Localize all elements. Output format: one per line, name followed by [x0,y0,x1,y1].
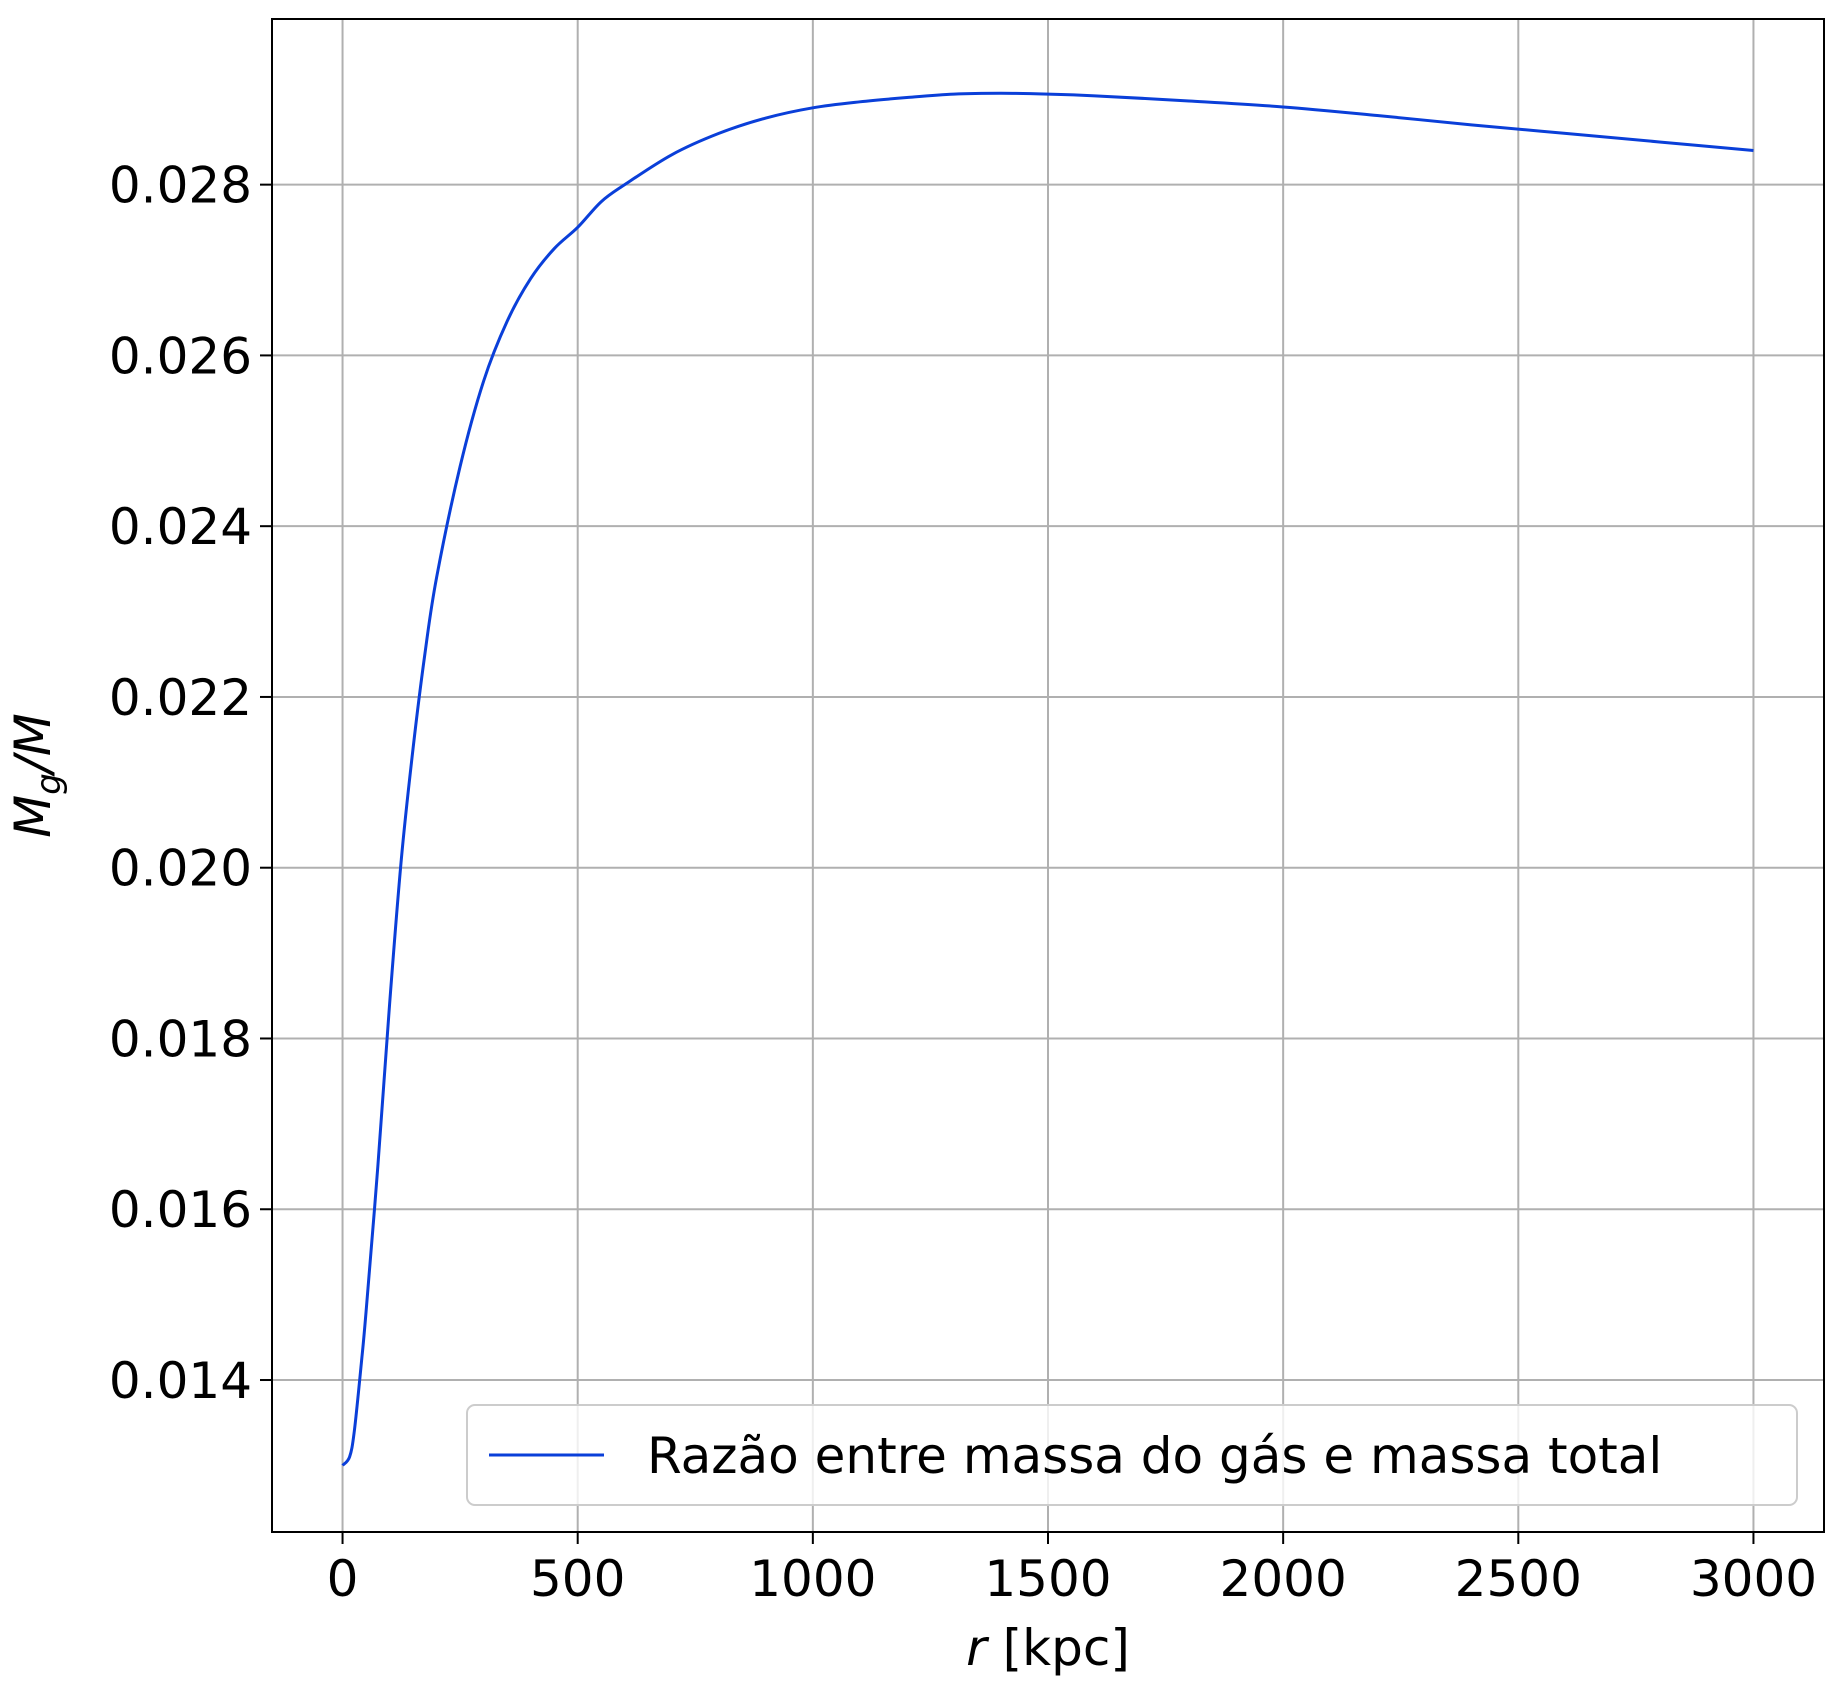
y-tick-label: 0.024 [109,498,252,556]
y-tick-label: 0.016 [109,1181,252,1239]
grid [272,19,1824,1532]
y-axis-label-subscript: g [29,773,69,795]
y-tick-label: 0.014 [109,1352,252,1410]
y-tick-label: 0.022 [109,669,252,727]
y-axis-label-rest: /M [4,713,62,777]
axis-ticks: 0 500 1000 1500 2000 2500 3000 0.014 0.016 0.018 0… [109,157,1817,1608]
x-axis-label-unit: [kpc] [987,1619,1130,1677]
x-tick-label: 0 [327,1550,359,1608]
legend-box [466,1404,1798,1506]
x-tick-label: 500 [530,1550,625,1608]
x-axis-label-symbol: r [966,1619,990,1677]
x-tick-label: 1000 [749,1550,876,1608]
y-axis-label-main: M [4,795,62,838]
y-tick-label: 0.020 [109,840,252,898]
y-axis-label: Mg/M [4,713,69,838]
x-tick-label: 2000 [1220,1550,1347,1608]
data-series [341,91,1754,1467]
x-tick-label: 2500 [1455,1550,1582,1608]
x-axis-label: r [kpc] [966,1619,1130,1677]
x-tick-label: 1500 [984,1550,1111,1608]
y-tick-label: 0.028 [109,157,252,215]
y-tick-label: 0.026 [109,327,252,385]
series-line [341,91,1754,1467]
x-tick-label: 3000 [1690,1550,1817,1608]
y-tick-label: 0.018 [109,1010,252,1068]
legend: Razão entre massa do gás e massa total [466,1404,1798,1506]
legend-label: Razão entre massa do gás e massa total [647,1427,1662,1485]
